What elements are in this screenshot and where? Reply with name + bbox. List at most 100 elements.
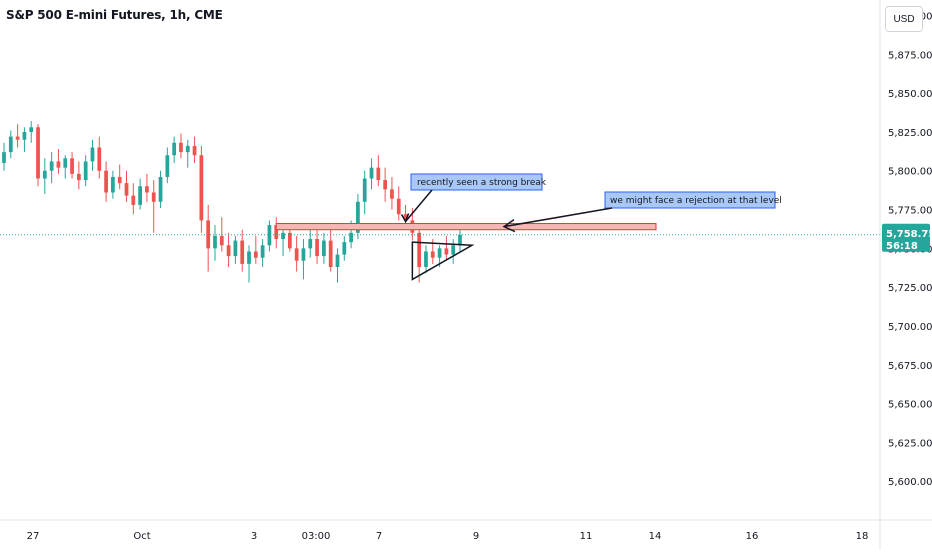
candle-body: [437, 248, 442, 258]
candle-body: [328, 240, 333, 267]
candle-body: [70, 158, 74, 174]
y-tick-label: 5,850.00: [888, 89, 932, 100]
y-tick-label: 5,700.00: [888, 322, 932, 333]
candle-body: [83, 161, 88, 181]
candle-body: [267, 225, 272, 246]
candle-body: [376, 167, 381, 181]
candle-body: [308, 239, 313, 249]
y-tick-label: 5,825.00: [888, 128, 932, 139]
candle-body: [226, 245, 231, 257]
currency-button[interactable]: USD: [885, 6, 923, 32]
candle-body: [145, 186, 149, 193]
candle-body: [199, 155, 204, 221]
note-rejection-text: we might face a rejection at that level: [610, 196, 782, 206]
drawing-layer[interactable]: recently seen a strong break we might fac…: [275, 173, 782, 281]
candle-body: [356, 201, 360, 233]
candle-body: [22, 131, 27, 140]
y-tick-label: 5,800.00: [888, 167, 932, 178]
candle-body: [247, 251, 251, 264]
candle-body: [206, 220, 211, 249]
candle-body: [172, 142, 177, 156]
x-tick-label: 11: [580, 531, 593, 542]
price-tag-countdown: 56:18: [886, 241, 918, 252]
y-tick-label: 5,875.00: [888, 50, 932, 61]
candle-body: [294, 248, 299, 261]
candle-body: [36, 127, 40, 179]
candle-body: [417, 232, 422, 267]
x-tick-label: 18: [856, 531, 869, 542]
x-tick-label: 3: [251, 531, 257, 542]
y-tick-label: 5,725.00: [888, 283, 932, 294]
candle-body: [390, 189, 394, 199]
note-rejection-box[interactable]: [604, 191, 776, 209]
candle-body: [301, 248, 306, 261]
candle-body: [253, 251, 258, 258]
candle-body: [151, 192, 156, 202]
candle-body: [444, 248, 449, 255]
candle-body: [213, 235, 217, 249]
price-tag: [882, 223, 930, 252]
candle-body: [315, 239, 319, 257]
candle-body: [117, 176, 122, 184]
x-tick-label: 03:00: [302, 531, 331, 542]
candle-body: [430, 251, 435, 258]
candle-body: [349, 232, 353, 243]
candle-body: [274, 225, 279, 240]
candle-body: [185, 145, 190, 153]
candle-body: [335, 254, 340, 267]
candle-body: [383, 180, 388, 190]
candle-body: [49, 161, 54, 171]
candle-body: [97, 147, 102, 171]
candle-body: [8, 136, 13, 153]
candle-body: [403, 214, 408, 221]
candle-layer: [0, 121, 880, 283]
x-tick-label: 16: [746, 531, 759, 542]
resistance-zone[interactable]: [275, 223, 657, 231]
candle-body: [104, 170, 108, 193]
candle-body: [63, 158, 68, 168]
candle-body: [56, 161, 61, 168]
candle-body: [260, 245, 265, 258]
candle-body: [2, 152, 6, 163]
candle-body: [29, 127, 34, 132]
candle-body: [179, 142, 183, 153]
candle-body: [90, 147, 95, 162]
candle-body: [458, 234, 462, 246]
candle-body: [342, 242, 347, 255]
candle-body: [240, 240, 245, 264]
candle-body: [111, 176, 115, 193]
candle-body: [233, 240, 238, 257]
note-strong-break-box[interactable]: [410, 173, 543, 191]
arrow-rejection-head: [502, 219, 516, 233]
candle-body: [138, 186, 142, 205]
y-tick-label: 5,625.00: [888, 438, 932, 449]
arrow-rejection: [503, 207, 613, 228]
y-tick-label: 5,650.00: [888, 400, 932, 411]
arrow-strong-break: [404, 189, 433, 223]
candle-body: [362, 178, 367, 202]
candle-body: [424, 251, 428, 267]
x-tick-label: Oct: [133, 531, 150, 542]
symbol-title: S&P 500 E-mini Futures, 1h, CME: [6, 8, 223, 22]
x-tick-label: 14: [649, 531, 662, 542]
candle-body: [15, 136, 20, 140]
x-tick-label: 9: [473, 531, 479, 542]
y-tick-label: 5,600.00: [888, 477, 932, 488]
candle-body: [76, 173, 81, 181]
candle-body: [322, 240, 326, 257]
candle-body: [287, 232, 292, 249]
candle-body: [131, 195, 136, 205]
candle-body: [158, 176, 163, 202]
x-tick-label: 7: [376, 531, 382, 542]
triangle-pattern[interactable]: [411, 241, 475, 281]
x-tick-label: 27: [27, 531, 40, 542]
candle-body: [42, 170, 47, 179]
candle-body: [281, 232, 285, 240]
candle-body: [124, 183, 129, 196]
candle-body: [451, 245, 456, 255]
candle-body: [369, 167, 374, 179]
candle-body: [219, 235, 224, 246]
